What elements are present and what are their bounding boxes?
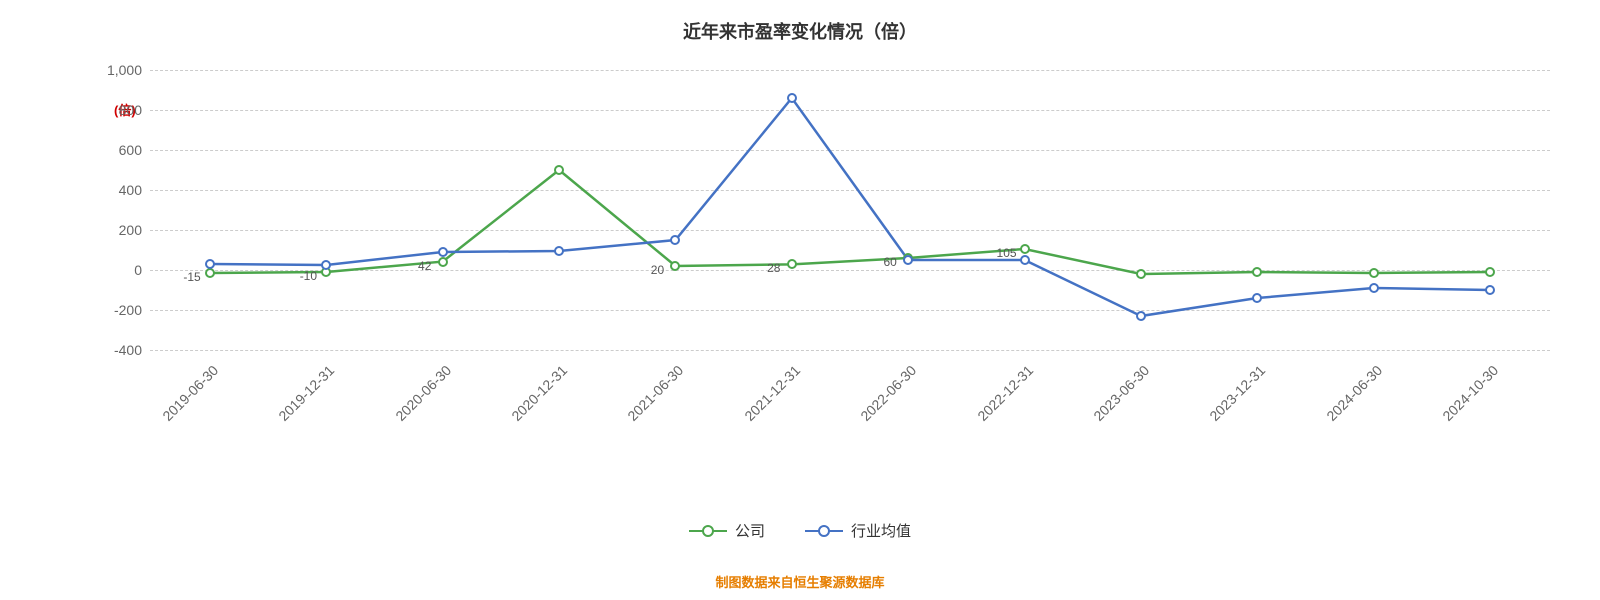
data-point-marker bbox=[903, 255, 913, 265]
data-point-marker bbox=[670, 261, 680, 271]
data-point-label: 105 bbox=[997, 246, 1017, 260]
chart-plot-area: (倍) -400-20002004006008001,0002019-06-30… bbox=[150, 70, 1550, 350]
chart-title: 近年来市盈率变化情况（倍） bbox=[0, 0, 1600, 44]
y-tick-label: -200 bbox=[114, 302, 142, 318]
x-tick-label: 2023-12-31 bbox=[1207, 362, 1269, 424]
data-point-marker bbox=[554, 165, 564, 175]
legend-label: 行业均值 bbox=[851, 520, 911, 541]
y-tick-label: 0 bbox=[134, 262, 142, 278]
x-tick-label: 2019-06-30 bbox=[159, 362, 221, 424]
y-tick-label: -400 bbox=[114, 342, 142, 358]
data-point-marker bbox=[1485, 285, 1495, 295]
legend-item[interactable]: 行业均值 bbox=[805, 520, 911, 541]
grid-line bbox=[150, 350, 1550, 351]
x-tick-label: 2021-12-31 bbox=[741, 362, 803, 424]
data-point-label: -10 bbox=[300, 269, 317, 283]
data-point-marker bbox=[670, 235, 680, 245]
data-point-marker bbox=[554, 246, 564, 256]
y-tick-label: 1,000 bbox=[107, 62, 142, 78]
x-tick-label: 2021-06-30 bbox=[625, 362, 687, 424]
data-point-marker bbox=[1369, 283, 1379, 293]
y-tick-label: 400 bbox=[119, 182, 142, 198]
data-point-marker bbox=[1136, 269, 1146, 279]
x-tick-label: 2024-06-30 bbox=[1323, 362, 1385, 424]
x-tick-label: 2023-06-30 bbox=[1090, 362, 1152, 424]
x-tick-label: 2020-06-30 bbox=[392, 362, 454, 424]
data-point-marker bbox=[321, 260, 331, 270]
data-point-marker bbox=[787, 93, 797, 103]
legend-label: 公司 bbox=[735, 520, 765, 541]
legend-marker-icon bbox=[818, 525, 830, 537]
data-point-marker bbox=[1252, 267, 1262, 277]
data-point-label: 60 bbox=[883, 255, 896, 269]
data-point-marker bbox=[205, 268, 215, 278]
data-point-label: -15 bbox=[183, 270, 200, 284]
y-tick-label: 600 bbox=[119, 142, 142, 158]
data-point-marker bbox=[1136, 311, 1146, 321]
data-point-label: 28 bbox=[767, 261, 780, 275]
data-point-marker bbox=[205, 259, 215, 269]
legend-marker-icon bbox=[702, 525, 714, 537]
data-point-marker bbox=[1485, 267, 1495, 277]
data-point-marker bbox=[1020, 244, 1030, 254]
x-tick-label: 2020-12-31 bbox=[508, 362, 570, 424]
data-point-marker bbox=[787, 259, 797, 269]
x-tick-label: 2022-12-31 bbox=[974, 362, 1036, 424]
data-point-marker bbox=[438, 257, 448, 267]
x-tick-label: 2022-06-30 bbox=[858, 362, 920, 424]
y-tick-label: 800 bbox=[119, 102, 142, 118]
x-tick-label: 2024-10-30 bbox=[1439, 362, 1501, 424]
data-point-label: 20 bbox=[651, 263, 664, 277]
chart-attribution: 制图数据来自恒生聚源数据库 bbox=[0, 572, 1600, 591]
data-point-marker bbox=[1252, 293, 1262, 303]
legend-item[interactable]: 公司 bbox=[689, 520, 765, 541]
data-point-marker bbox=[438, 247, 448, 257]
x-tick-label: 2019-12-31 bbox=[276, 362, 338, 424]
data-point-label: 42 bbox=[418, 259, 431, 273]
data-point-marker bbox=[1020, 255, 1030, 265]
y-tick-label: 200 bbox=[119, 222, 142, 238]
data-point-marker bbox=[1369, 268, 1379, 278]
chart-legend: 公司 行业均值 bbox=[0, 520, 1600, 542]
